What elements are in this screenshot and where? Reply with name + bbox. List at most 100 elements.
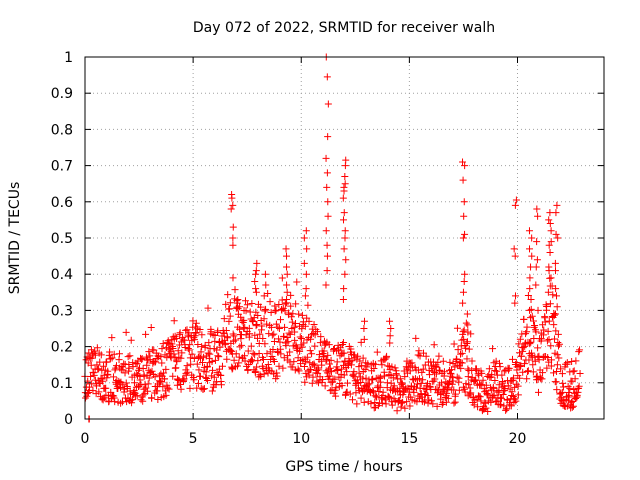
data-point <box>357 338 365 346</box>
data-point <box>136 376 144 384</box>
data-point <box>265 330 273 338</box>
data-point <box>370 404 378 412</box>
data-point <box>119 381 127 389</box>
data-point <box>528 252 536 260</box>
data-point <box>563 359 571 367</box>
data-point <box>381 372 389 380</box>
data-point <box>497 401 505 409</box>
data-point <box>234 299 242 307</box>
data-point <box>286 348 294 356</box>
data-point <box>210 373 218 381</box>
data-point <box>316 339 324 347</box>
data-point <box>183 368 191 376</box>
data-point <box>519 368 527 376</box>
data-point <box>375 388 383 396</box>
data-point <box>386 394 394 402</box>
data-point <box>87 373 95 381</box>
data-point <box>434 358 442 366</box>
data-point <box>359 354 367 362</box>
data-point <box>342 256 350 264</box>
data-point <box>148 367 156 375</box>
data-point <box>512 358 520 366</box>
data-point <box>130 379 138 387</box>
data-point <box>512 397 520 405</box>
data-point <box>217 371 225 379</box>
data-point <box>165 385 173 393</box>
data-point <box>249 318 257 326</box>
data-point <box>252 267 260 275</box>
data-point <box>190 376 198 384</box>
plot-area-frame <box>84 56 605 420</box>
data-point <box>323 73 331 81</box>
data-point <box>173 358 181 366</box>
data-point <box>520 315 528 323</box>
data-point <box>324 133 332 141</box>
data-point <box>291 336 299 344</box>
data-point <box>406 367 414 375</box>
data-point <box>397 399 405 407</box>
data-point <box>353 355 361 363</box>
data-point <box>528 312 536 320</box>
data-point <box>545 317 553 325</box>
data-point <box>261 270 269 278</box>
data-point <box>460 326 468 334</box>
data-point <box>200 385 208 393</box>
data-point <box>525 356 533 364</box>
data-point <box>531 357 539 365</box>
data-point <box>292 300 300 308</box>
data-point <box>297 335 305 343</box>
data-point <box>177 385 185 393</box>
data-point <box>491 377 499 385</box>
data-point <box>270 330 278 338</box>
data-point <box>461 230 469 238</box>
data-point <box>429 400 437 408</box>
data-point <box>275 362 283 370</box>
data-point <box>512 380 520 388</box>
data-point <box>296 347 304 355</box>
data-point <box>552 230 560 238</box>
data-point <box>323 183 331 191</box>
data-point <box>298 311 306 319</box>
data-point <box>559 379 567 387</box>
data-point <box>353 400 361 408</box>
data-point <box>517 352 525 360</box>
data-point <box>444 394 452 402</box>
data-point <box>314 328 322 336</box>
data-point <box>133 392 141 400</box>
data-point <box>457 350 465 358</box>
data-point <box>100 362 108 370</box>
data-point <box>156 378 164 386</box>
data-point <box>545 216 553 224</box>
data-point <box>225 317 233 325</box>
data-point <box>479 376 487 384</box>
data-point <box>122 328 130 336</box>
data-point <box>511 292 519 300</box>
data-point <box>96 358 104 366</box>
data-point <box>295 367 303 375</box>
data-point <box>575 382 583 390</box>
data-point <box>511 299 519 307</box>
data-point <box>198 359 206 367</box>
data-point <box>468 357 476 365</box>
data-point <box>489 392 497 400</box>
data-point <box>399 398 407 406</box>
data-point <box>428 364 436 372</box>
data-point <box>138 355 146 363</box>
data-point <box>387 325 395 332</box>
data-point <box>222 300 230 308</box>
data-point <box>388 363 396 371</box>
data-point <box>504 382 512 390</box>
data-point <box>533 205 541 213</box>
data-point <box>384 392 392 400</box>
data-point <box>287 313 295 321</box>
data-point <box>173 334 181 342</box>
data-point <box>278 274 286 282</box>
data-point <box>433 386 441 394</box>
data-point <box>173 381 181 389</box>
data-point <box>283 296 291 304</box>
data-point <box>253 363 261 371</box>
data-point <box>229 241 237 249</box>
data-point <box>490 391 498 399</box>
data-point <box>323 267 331 275</box>
data-point <box>162 391 170 399</box>
